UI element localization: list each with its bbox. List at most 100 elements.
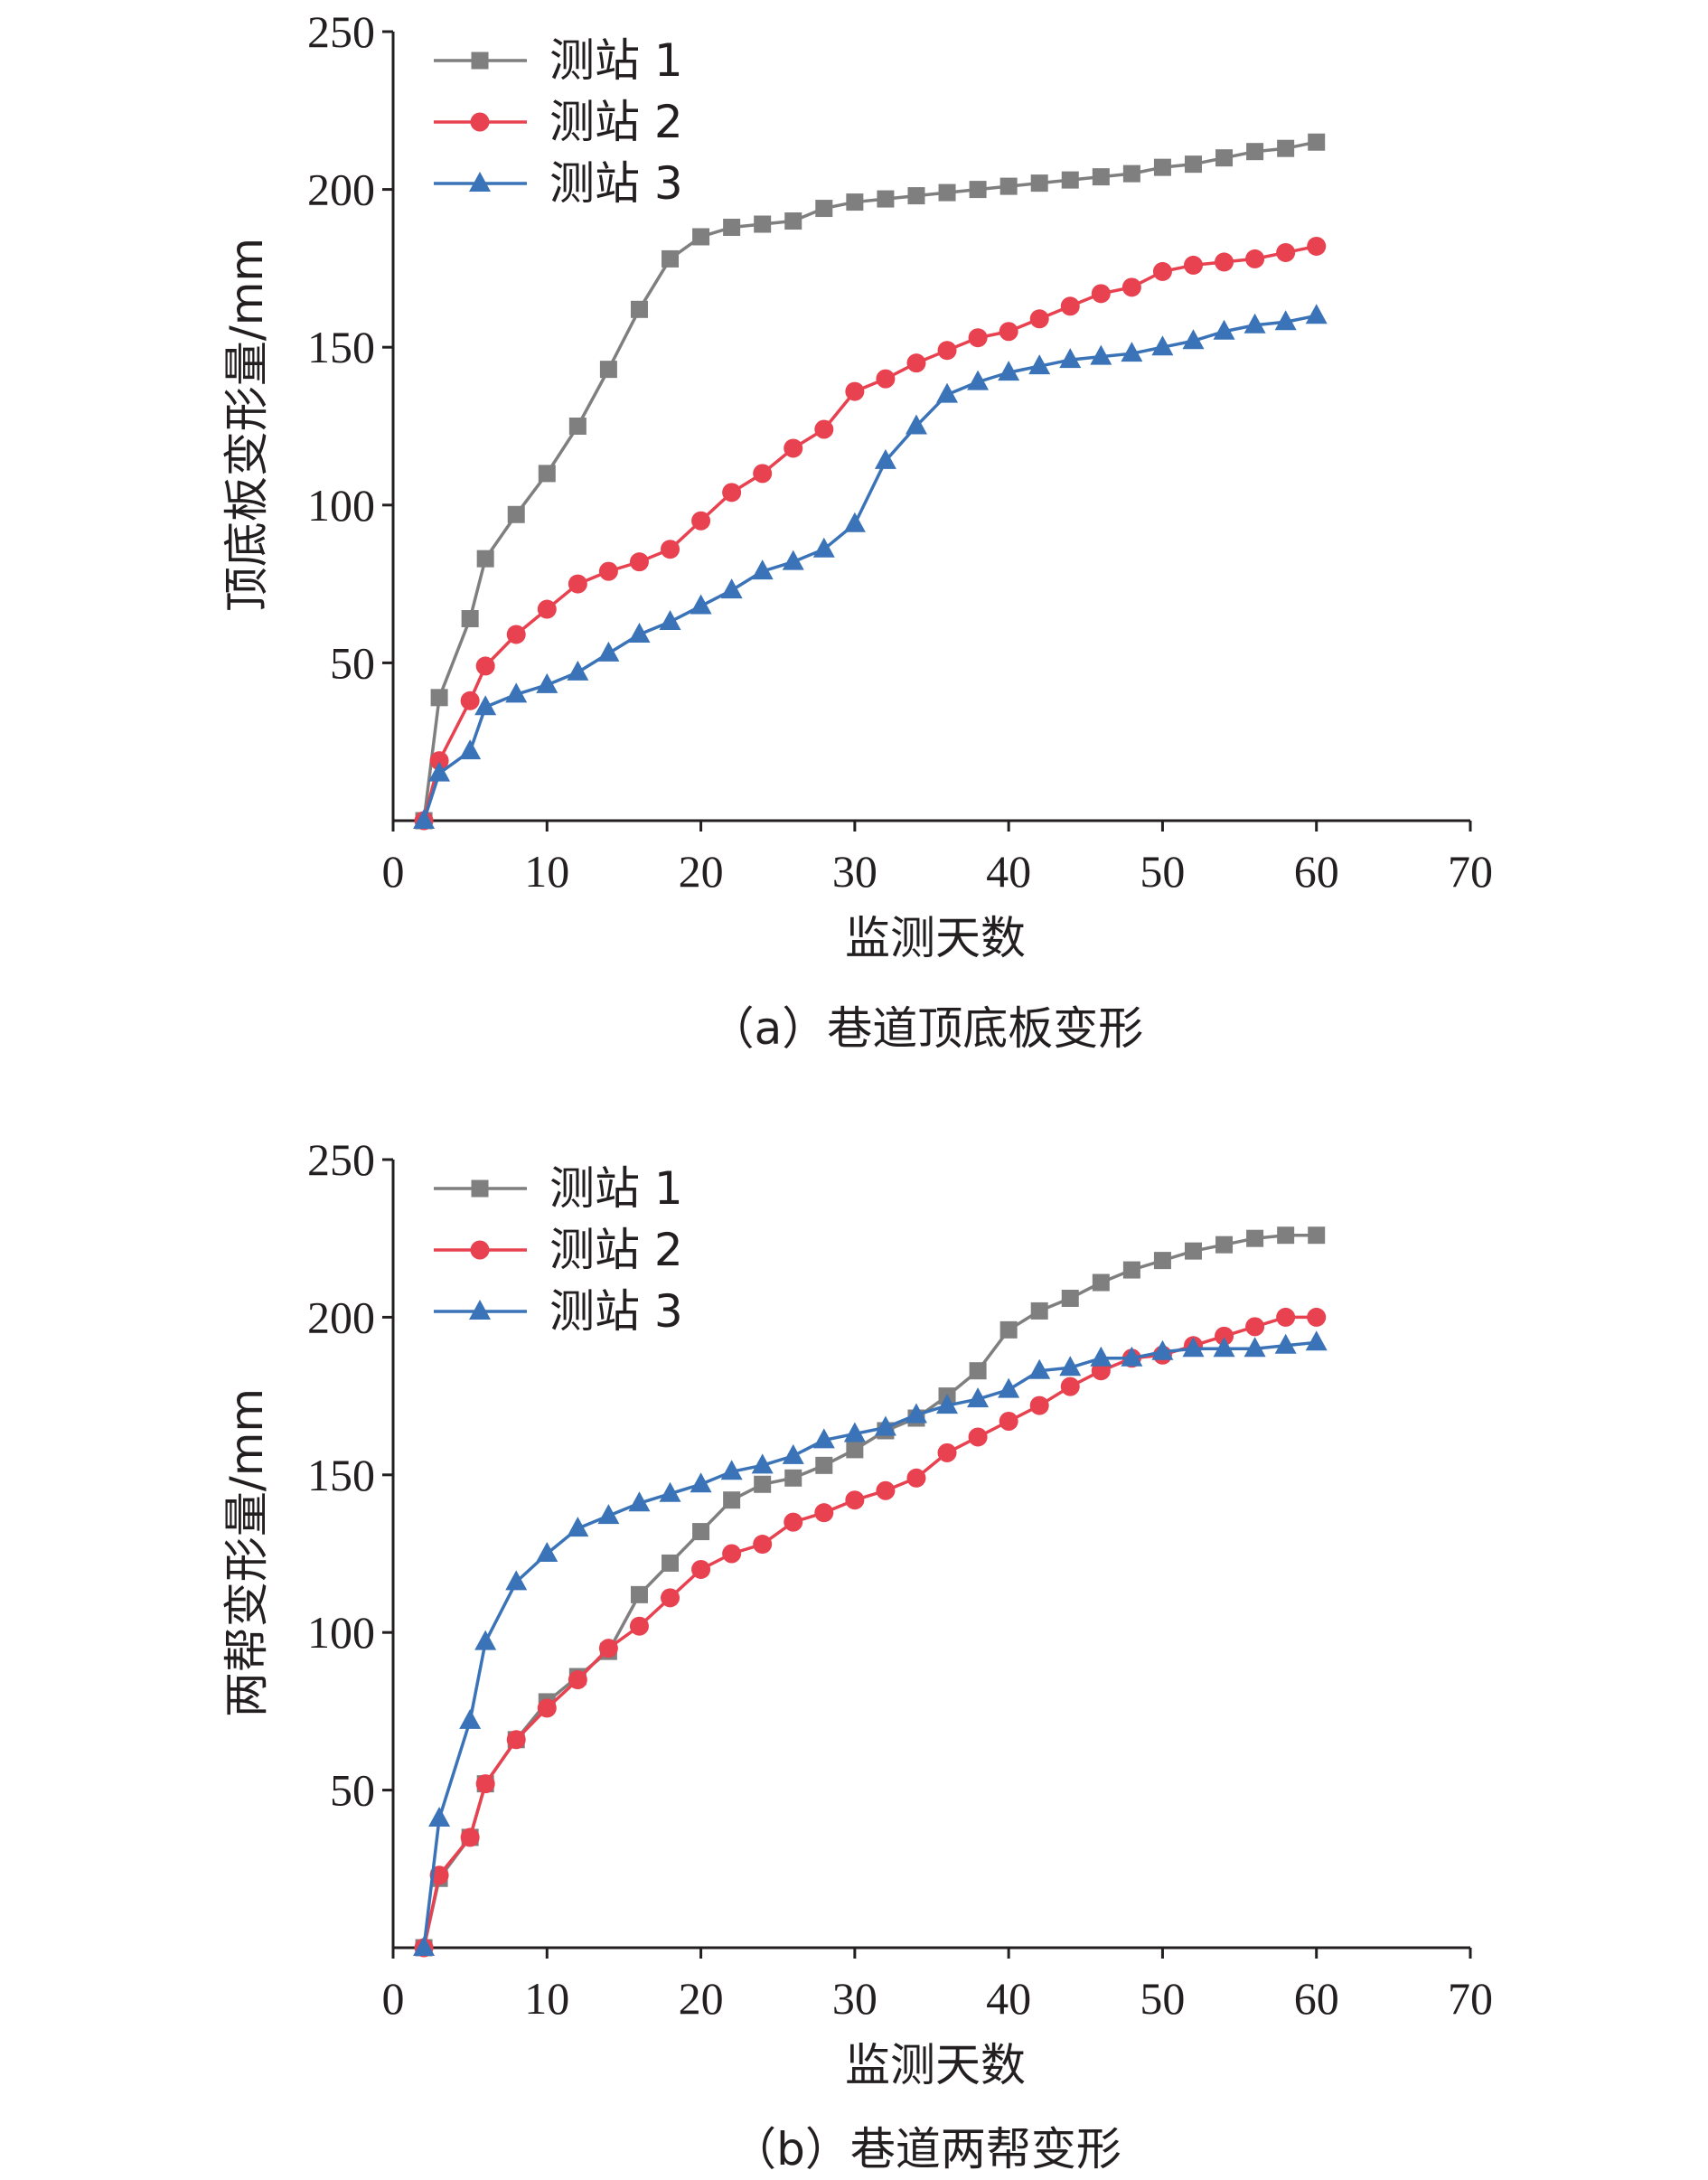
chart-roof-floor-deformation: 顶底板变形量/mm 监测天数 （a）巷道顶底板变形 50100150200250… [221,6,1493,1055]
data-point [1030,174,1048,193]
x-tick-label: 20 [679,846,724,897]
series-3 [413,1330,1328,1956]
data-point [1029,309,1049,329]
data-point [784,212,802,230]
series-line [422,140,1318,822]
x-tick-label: 10 [524,846,569,897]
data-point [662,249,680,268]
legend-label: 测站 1 [549,34,683,87]
data-point [661,1588,680,1608]
data-point [428,1806,451,1827]
data-point [567,1517,589,1537]
data-point [722,1544,742,1564]
data-point [845,1490,865,1510]
data-point [1307,236,1327,256]
x-tick-label: 30 [832,846,877,897]
data-point [782,550,804,570]
data-point [1182,329,1205,350]
data-point [877,190,895,208]
data-point [1151,335,1174,356]
data-point [474,1630,497,1650]
legend-label: 测站 2 [549,96,683,148]
data-point [876,369,896,389]
data-point [597,1504,620,1525]
data-point [1060,296,1080,316]
legend-item: 测站 2 [434,96,683,148]
y-tick-label: 250 [307,1134,375,1185]
data-point [1122,164,1140,183]
legend-label: 测站 1 [549,1162,683,1215]
data-point [1305,304,1328,324]
x-axis-title: 监测天数 [845,2039,1026,2091]
data-point [812,1428,835,1449]
data-point [1061,1289,1079,1307]
data-point [1092,1273,1110,1292]
y-tick-label: 50 [330,1765,375,1816]
data-point [568,418,587,435]
data-point [1151,1339,1174,1360]
data-point [874,448,896,469]
data-point [905,1403,927,1424]
legend-marker [470,1240,490,1260]
data-point [936,1394,959,1414]
data-point [1153,1252,1171,1270]
data-point [629,1616,649,1636]
x-tick-label: 70 [1448,846,1493,897]
data-point [505,1570,528,1591]
y-tick-label: 200 [307,1292,375,1342]
legend-item: 测站 2 [434,1224,683,1276]
data-point [1122,1261,1140,1279]
series-2 [414,236,1327,831]
data-point [754,1475,772,1493]
data-point [814,419,834,439]
data-point [1121,342,1143,362]
data-point [662,1554,680,1572]
data-point [690,1472,712,1493]
data-point [846,1441,864,1459]
data-point [906,1468,926,1488]
legend-marker [471,1179,489,1198]
x-tick-label: 70 [1448,1973,1493,2024]
data-point [814,1503,834,1523]
data-point [1152,261,1172,281]
series-2 [414,1307,1327,1958]
data-point [1215,252,1234,272]
data-point [751,559,774,580]
chart-sidewall-deformation: 两帮变形量/mm 监测天数 （b）巷道两帮变形 50 100 150 200 250 0 1… [221,1134,1493,2175]
data-point [597,641,620,662]
y-tick-label: 250 [307,6,375,57]
data-point [413,1936,436,1956]
y-axis-title: 顶底板变形量/mm [221,238,273,612]
legend: 测站 1 测站 2 测站 3 [434,34,683,210]
data-point [969,181,987,199]
data-point [722,483,742,503]
y-tick-label: 50 [330,637,375,688]
data-point [1028,1358,1051,1379]
legend-label: 测站 3 [549,157,683,210]
data-point [628,622,651,643]
data-point [1092,168,1110,186]
data-point [753,464,773,484]
data-point [967,370,990,390]
data-point [1246,143,1264,161]
y-axis-title: 两帮变形量/mm [221,1388,273,1717]
data-point [598,561,618,581]
data-point [846,193,864,211]
legend-marker [470,112,490,132]
data-point [659,1481,681,1502]
data-point [1215,1326,1234,1346]
data-point [461,610,479,628]
data-point [536,672,558,693]
x-tick-label: 50 [1140,1973,1185,2024]
data-point [754,215,772,233]
data-point [691,1559,711,1579]
data-point [1274,310,1297,331]
data-point [720,578,743,599]
data-point [968,328,988,348]
data-point [999,1320,1018,1339]
data-point [998,1377,1020,1398]
series-line [422,314,1318,822]
data-point [1184,155,1202,174]
data-point [691,511,711,531]
